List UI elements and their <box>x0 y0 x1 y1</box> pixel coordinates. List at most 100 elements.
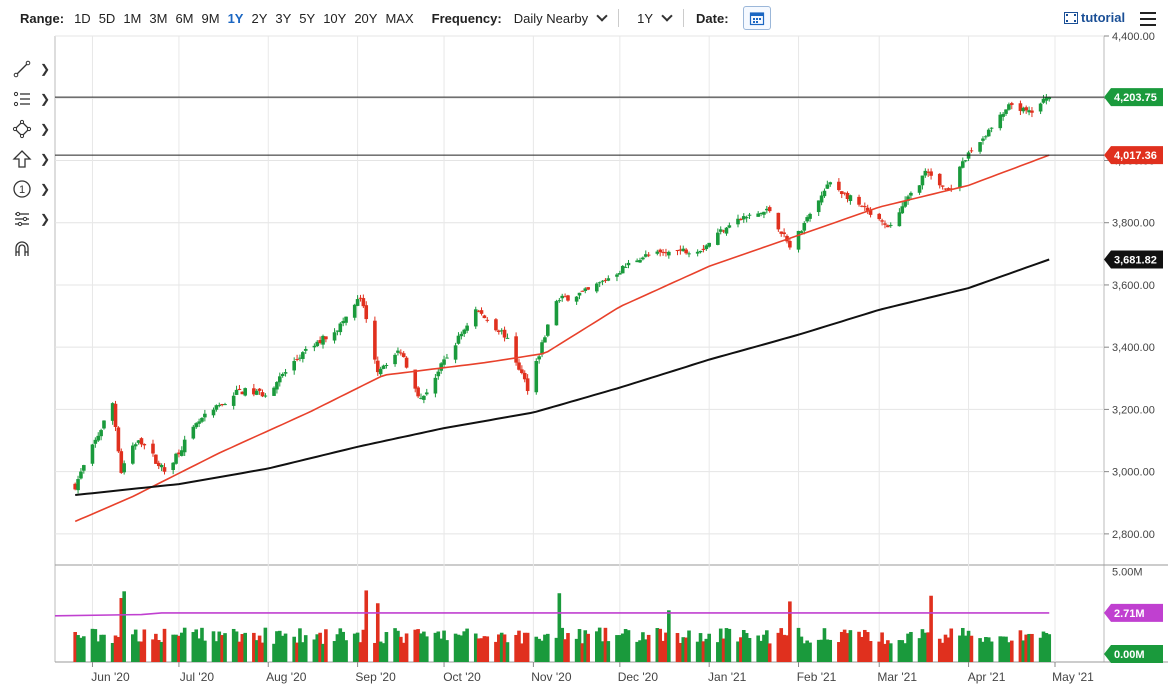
range-button-5y[interactable]: 5Y <box>299 10 316 26</box>
volume-zero-label-text: 0.00M <box>1114 649 1145 661</box>
volume-bar <box>1027 633 1031 662</box>
range-button-20y[interactable]: 20Y <box>354 10 378 26</box>
candle-body <box>540 342 544 355</box>
price-tick-label: 2,800.00 <box>1112 529 1155 541</box>
volume-bar <box>476 638 481 662</box>
range-button-1d[interactable]: 1D <box>74 10 91 26</box>
price-label-tag <box>1104 146 1163 165</box>
calendar-button[interactable] <box>742 6 771 30</box>
arrow-tool-button[interactable]: ❯ <box>12 144 52 174</box>
candle-body <box>419 397 423 399</box>
volume-bar <box>344 640 348 662</box>
candle-body <box>721 230 726 232</box>
candle-body <box>822 190 827 197</box>
volume-bar <box>220 635 224 662</box>
candle-body <box>499 330 504 332</box>
candle-body <box>436 371 441 377</box>
volume-bar <box>655 628 660 662</box>
volume-bar <box>638 640 642 662</box>
range-button-3y[interactable]: 3Y <box>275 10 292 26</box>
volume-bar <box>479 638 484 662</box>
volume-bar <box>462 631 467 662</box>
volume-bar <box>214 641 219 662</box>
volume-bar <box>842 629 847 662</box>
volume-bar <box>102 634 106 662</box>
chevron-right-icon: ❯ <box>40 92 51 106</box>
volume-bar <box>698 633 703 662</box>
shape-tool-icon <box>12 119 32 139</box>
calendar-icon <box>749 12 764 26</box>
range-button-10y[interactable]: 10Y <box>323 10 347 26</box>
fibonacci-tool-button[interactable]: ❯ <box>12 84 52 114</box>
candle-body <box>303 348 308 351</box>
volume-bar <box>1021 640 1026 662</box>
volume-bar <box>684 637 688 662</box>
volume-bar <box>399 636 403 662</box>
candle-body <box>618 273 622 275</box>
price-label-text: 3,681.82 <box>1114 254 1157 266</box>
volume-bar <box>522 632 527 662</box>
volume-bar <box>943 634 948 662</box>
menu-icon[interactable] <box>1140 12 1156 30</box>
candle-body <box>514 336 518 363</box>
candle-body <box>897 212 902 227</box>
range-button-2y[interactable]: 2Y <box>251 10 268 26</box>
candle-body <box>505 337 510 339</box>
candle-body <box>200 417 204 422</box>
candle-body <box>865 207 870 211</box>
volume-bar <box>234 631 239 662</box>
candle-body <box>1024 107 1028 111</box>
range-button-6m[interactable]: 6M <box>175 10 194 26</box>
volume-bar <box>378 641 383 662</box>
volume-bar <box>257 635 262 662</box>
period-dropdown[interactable]: 1Y <box>637 10 673 26</box>
volume-bar <box>594 631 599 662</box>
candle-body <box>252 388 256 395</box>
line-tool-button[interactable]: ❯ <box>12 54 52 84</box>
magnet-button[interactable] <box>12 234 52 264</box>
volume-bar <box>805 640 809 662</box>
candle-body <box>534 360 539 393</box>
chevron-down-icon <box>661 10 673 22</box>
range-button-max[interactable]: MAX <box>385 10 414 26</box>
volume-bar <box>1044 633 1049 662</box>
volume-bar <box>816 639 821 662</box>
range-button-1y[interactable]: 1Y <box>227 10 244 26</box>
candle-body <box>142 443 147 446</box>
candle-body <box>724 227 729 234</box>
tutorial-link[interactable]: tutorial <box>1064 10 1125 25</box>
volume-bar <box>142 629 147 662</box>
candle-body <box>1001 113 1005 117</box>
candle-body <box>655 251 660 254</box>
candle-body <box>695 251 700 254</box>
candle-body <box>396 350 400 353</box>
candle-body <box>920 175 925 186</box>
candle-body <box>1007 104 1011 110</box>
volume-bar <box>338 628 343 662</box>
shape-tool-button[interactable]: ❯ <box>12 114 52 144</box>
range-button-1m[interactable]: 1M <box>123 10 142 26</box>
volume-bar <box>615 635 619 662</box>
candle-body <box>1004 109 1008 114</box>
frequency-dropdown[interactable]: Daily Nearby <box>514 10 608 26</box>
range-button-9m[interactable]: 9M <box>201 10 220 26</box>
candle-body <box>620 265 625 274</box>
candle-body <box>563 296 567 298</box>
volume-bar <box>868 641 873 662</box>
volume-bar <box>298 628 302 662</box>
measure-tool-button[interactable]: ❯ <box>12 204 52 234</box>
range-button-5d[interactable]: 5D <box>98 10 116 26</box>
annotation-tool-button[interactable]: 1 ❯ <box>12 174 52 204</box>
volume-bar <box>312 639 317 662</box>
volume-bar <box>174 634 178 662</box>
slow-moving-average-line <box>75 258 1050 496</box>
price-label-text: 4,203.75 <box>1114 92 1157 104</box>
volume-bar <box>203 640 207 662</box>
candle-body <box>482 315 487 319</box>
volume-bar <box>280 635 285 662</box>
candle-body <box>462 329 467 334</box>
volume-bar <box>926 632 931 662</box>
candle-body <box>156 462 161 467</box>
range-button-3m[interactable]: 3M <box>149 10 168 26</box>
candle-body <box>139 438 144 445</box>
